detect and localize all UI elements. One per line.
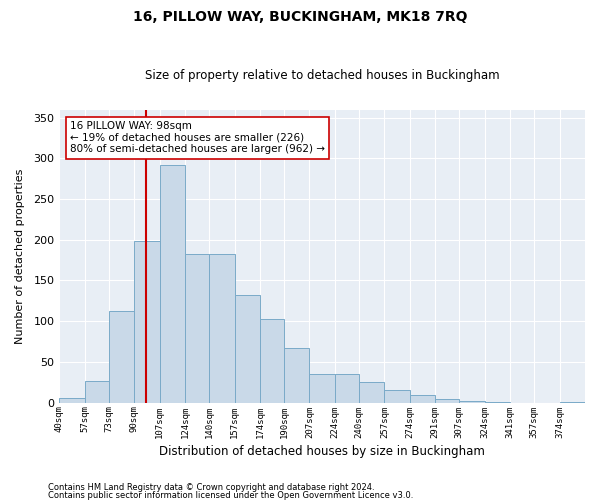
Bar bbox=[235, 295, 260, 403]
Bar bbox=[284, 348, 310, 403]
Title: Size of property relative to detached houses in Buckingham: Size of property relative to detached ho… bbox=[145, 69, 499, 82]
Text: 16 PILLOW WAY: 98sqm
← 19% of detached houses are smaller (226)
80% of semi-deta: 16 PILLOW WAY: 98sqm ← 19% of detached h… bbox=[70, 122, 325, 154]
X-axis label: Distribution of detached houses by size in Buckingham: Distribution of detached houses by size … bbox=[159, 444, 485, 458]
Bar bbox=[160, 165, 185, 402]
Bar bbox=[185, 254, 209, 402]
Bar bbox=[209, 254, 235, 402]
Bar bbox=[435, 400, 459, 402]
Bar bbox=[410, 395, 435, 402]
Text: Contains public sector information licensed under the Open Government Licence v3: Contains public sector information licen… bbox=[48, 490, 413, 500]
Bar bbox=[85, 380, 109, 402]
Bar bbox=[335, 374, 359, 402]
Bar bbox=[134, 242, 160, 402]
Y-axis label: Number of detached properties: Number of detached properties bbox=[15, 168, 25, 344]
Bar bbox=[109, 312, 134, 402]
Bar bbox=[310, 374, 335, 402]
Bar bbox=[385, 390, 410, 402]
Text: 16, PILLOW WAY, BUCKINGHAM, MK18 7RQ: 16, PILLOW WAY, BUCKINGHAM, MK18 7RQ bbox=[133, 10, 467, 24]
Bar bbox=[260, 318, 284, 402]
Text: Contains HM Land Registry data © Crown copyright and database right 2024.: Contains HM Land Registry data © Crown c… bbox=[48, 484, 374, 492]
Bar bbox=[459, 401, 485, 402]
Bar bbox=[59, 398, 85, 402]
Bar bbox=[359, 382, 385, 402]
